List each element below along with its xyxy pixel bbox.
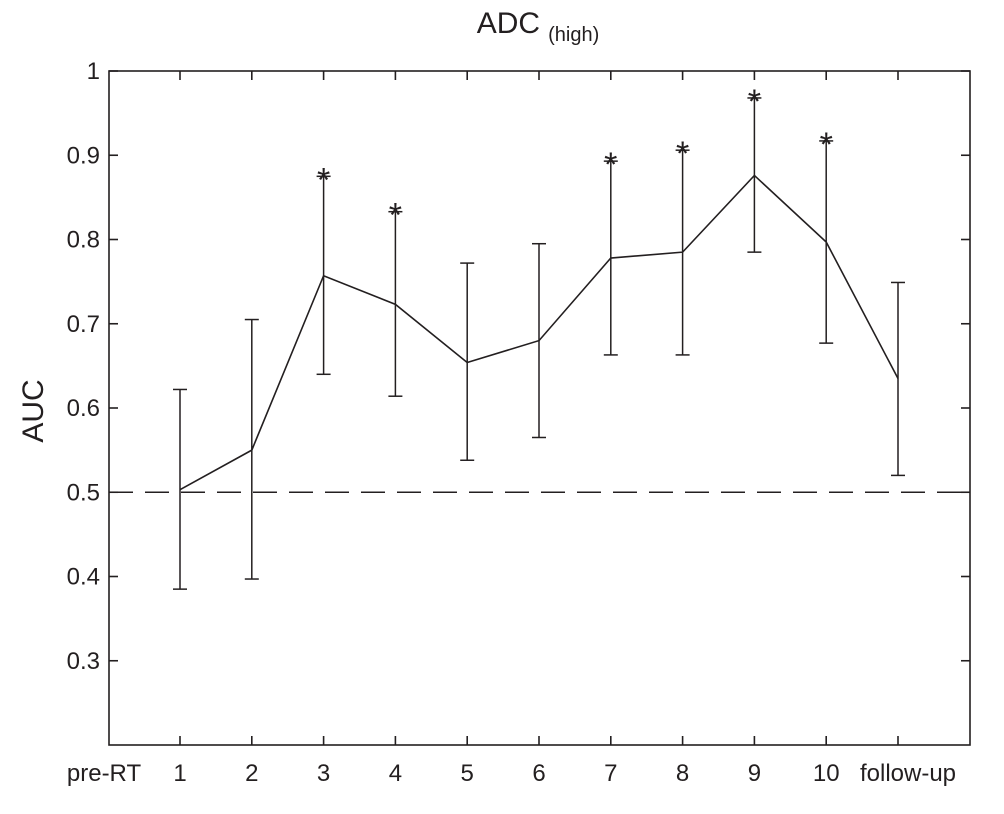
y-axis-label: AUC (17, 379, 50, 442)
x-tick-label: 2 (245, 760, 258, 787)
x-tick-label: 8 (676, 760, 689, 787)
x-tick-label: 10 (813, 760, 840, 787)
x-tick-label: 7 (604, 760, 617, 787)
chart-title: ADC (high) (477, 7, 599, 46)
y-tick-label: 0.6 (67, 395, 100, 422)
x-axis-ticks: pre-RT 1 2 3 4 5 6 7 8 9 10 follow-up (67, 71, 956, 787)
significance-star: * (748, 83, 761, 121)
chart-title-subscript: (high) (548, 24, 599, 46)
x-tick-label: 3 (317, 760, 330, 787)
y-tick-label: 1 (87, 58, 100, 85)
y-tick-label: 0.7 (67, 311, 100, 338)
y-axis-ticks: 0.3 0.4 0.5 0.6 0.7 0.8 0.9 1 (67, 58, 970, 675)
significance-star: * (389, 197, 402, 235)
y-tick-label: 0.4 (67, 564, 100, 591)
x-tick-label: 9 (748, 760, 761, 787)
x-tick-label: 6 (532, 760, 545, 787)
y-tick-label: 0.9 (67, 142, 100, 169)
significance-markers: * * * * * * (317, 83, 833, 235)
significance-star: * (604, 146, 617, 184)
y-tick-label: 0.5 (67, 479, 100, 506)
x-tick-label: follow-up (860, 760, 956, 787)
significance-star: * (676, 135, 689, 173)
x-tick-label: pre-RT (67, 760, 142, 787)
series-line (179, 174, 899, 491)
x-tick-label: 4 (389, 760, 402, 787)
x-tick-label: 5 (461, 760, 474, 787)
chart-title-main: ADC (477, 7, 540, 40)
significance-star: * (820, 126, 833, 164)
y-tick-label: 0.8 (67, 227, 100, 254)
significance-star: * (317, 161, 330, 199)
error-bars (173, 97, 905, 590)
x-tick-label: 1 (173, 760, 186, 787)
y-tick-label: 0.3 (67, 648, 100, 675)
